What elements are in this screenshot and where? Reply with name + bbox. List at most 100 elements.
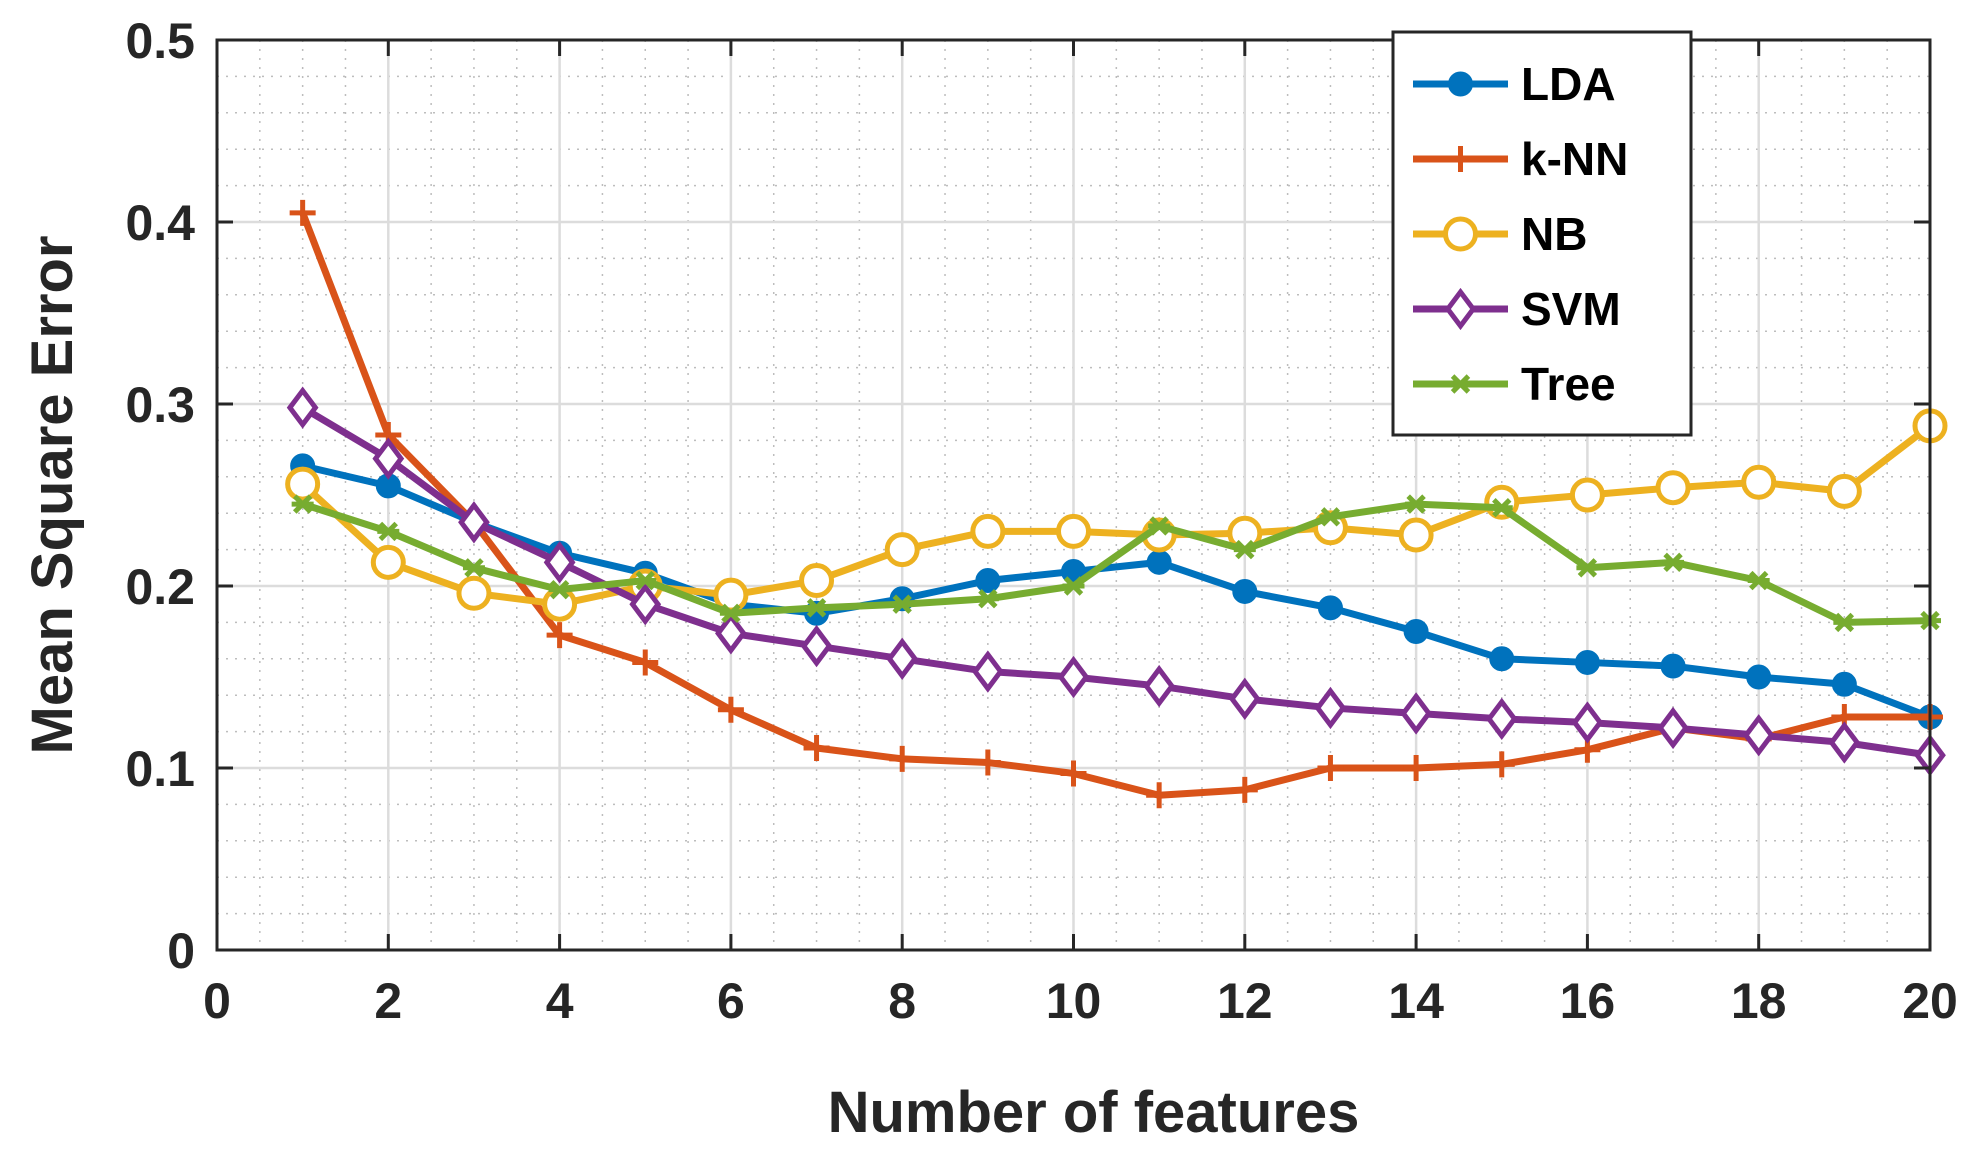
data-point-nb bbox=[285, 466, 321, 502]
y-tick-label: 0.1 bbox=[125, 741, 195, 797]
x-tick-label: 16 bbox=[1560, 973, 1616, 1029]
data-point-nb bbox=[799, 563, 835, 599]
data-point-k-nn bbox=[1146, 782, 1173, 809]
data-point-k-nn bbox=[1060, 760, 1087, 787]
data-point-tree bbox=[1576, 558, 1599, 578]
data-point-tree bbox=[1062, 576, 1085, 596]
data-point-svm bbox=[1571, 701, 1604, 744]
x-tick-label: 2 bbox=[374, 973, 402, 1029]
data-point-legend-k-nn bbox=[1447, 146, 1474, 172]
data-point-svm bbox=[1828, 721, 1861, 764]
data-point-svm bbox=[1485, 697, 1518, 741]
data-point-k-nn bbox=[546, 622, 573, 649]
legend-entry-lda: LDA bbox=[1413, 58, 1616, 110]
data-point-svm bbox=[1400, 692, 1432, 735]
data-point-lda bbox=[1660, 653, 1686, 679]
series-layer bbox=[285, 199, 1948, 809]
data-point-tree bbox=[891, 594, 914, 614]
legend-label-svm: SVM bbox=[1521, 283, 1621, 335]
data-point-tree bbox=[1233, 539, 1256, 560]
data-point-tree bbox=[548, 579, 571, 600]
legend-entry-nb: NB bbox=[1413, 208, 1587, 260]
data-point-nb bbox=[1569, 477, 1605, 513]
data-point-tree bbox=[1833, 612, 1856, 633]
data-point-lda bbox=[975, 568, 1001, 594]
series-svm bbox=[286, 386, 1946, 777]
series-line-lda bbox=[299, 462, 1934, 721]
data-point-lda bbox=[1746, 664, 1772, 690]
legend-label-tree: Tree bbox=[1521, 358, 1616, 410]
y-axis-label: Mean Square Error bbox=[20, 236, 85, 755]
data-point-svm bbox=[1314, 686, 1347, 730]
data-point-k-nn bbox=[889, 745, 916, 772]
series-line-tree bbox=[299, 500, 1934, 626]
data-point-legend-nb bbox=[1443, 216, 1478, 252]
x-tick-label: 14 bbox=[1388, 973, 1444, 1029]
data-point-k-nn bbox=[803, 734, 830, 761]
y-tick-label: 0.4 bbox=[125, 195, 195, 251]
x-tick-label: 10 bbox=[1046, 973, 1102, 1029]
data-point-svm bbox=[1657, 706, 1689, 750]
data-point-nb bbox=[1826, 473, 1862, 509]
series-line-k-nn bbox=[299, 209, 1934, 799]
x-tick-label: 6 bbox=[717, 973, 745, 1029]
data-point-nb bbox=[370, 544, 406, 580]
data-point-svm bbox=[629, 583, 662, 626]
data-point-tree bbox=[805, 598, 828, 618]
data-point-svm bbox=[800, 624, 833, 668]
data-point-svm bbox=[1143, 664, 1176, 708]
data-point-svm bbox=[1742, 714, 1775, 757]
data-point-tree bbox=[976, 589, 999, 609]
data-point-lda bbox=[1146, 549, 1172, 575]
data-point-nb bbox=[1741, 464, 1777, 500]
data-point-svm bbox=[886, 637, 919, 680]
y-tick-label: 0.2 bbox=[125, 559, 195, 615]
data-point-svm bbox=[715, 612, 747, 655]
data-point-tree bbox=[1662, 552, 1685, 573]
legend-label-lda: LDA bbox=[1521, 58, 1616, 110]
data-point-svm bbox=[372, 437, 405, 480]
x-tick-label: 8 bbox=[888, 973, 916, 1029]
x-tick-label: 0 bbox=[203, 973, 231, 1029]
data-point-tree bbox=[719, 603, 742, 623]
y-tick-labels: 0 0.1 0.2 0.3 0.4 0.5 bbox=[125, 13, 195, 979]
data-point-legend-lda bbox=[1448, 71, 1473, 97]
data-point-k-nn bbox=[1488, 751, 1515, 778]
data-point-lda bbox=[1232, 578, 1258, 604]
data-point-k-nn bbox=[1403, 755, 1430, 781]
data-point-k-nn bbox=[717, 696, 744, 723]
data-point-nb bbox=[884, 532, 920, 568]
data-point-k-nn bbox=[974, 749, 1001, 776]
data-point-lda bbox=[1489, 646, 1515, 672]
data-point-lda bbox=[1403, 619, 1429, 644]
x-tick-label: 20 bbox=[1902, 973, 1958, 1029]
data-point-tree bbox=[634, 570, 657, 591]
y-tick-label: 0.3 bbox=[125, 377, 195, 433]
data-point-svm bbox=[1057, 655, 1090, 699]
data-point-k-nn bbox=[632, 649, 659, 676]
data-point-nb bbox=[542, 586, 578, 622]
data-point-tree bbox=[291, 494, 314, 514]
y-tick-label: 0 bbox=[167, 923, 195, 979]
data-point-legend-svm bbox=[1444, 287, 1477, 331]
y-tick-label: 0.5 bbox=[125, 13, 195, 69]
x-tick-label: 12 bbox=[1217, 973, 1273, 1029]
data-point-svm bbox=[1228, 677, 1261, 721]
x-tick-labels: 0 2 4 6 8 10 12 14 16 18 20 bbox=[203, 973, 1958, 1029]
x-axis-label: Number of features bbox=[828, 1080, 1360, 1145]
data-point-nb bbox=[1398, 517, 1434, 553]
data-point-tree bbox=[1747, 570, 1770, 591]
data-point-svm bbox=[543, 541, 576, 584]
data-point-k-nn bbox=[1317, 755, 1344, 781]
data-point-k-nn bbox=[289, 199, 316, 226]
legend-label-k-nn: k-NN bbox=[1521, 133, 1628, 185]
legend-label-nb: NB bbox=[1521, 208, 1587, 260]
x-tick-label: 18 bbox=[1731, 973, 1787, 1029]
x-tick-label: 4 bbox=[546, 973, 574, 1029]
legend-entry-svm: SVM bbox=[1413, 283, 1621, 335]
legend-entry-k-nn: k-NN bbox=[1413, 133, 1628, 185]
data-point-legend-tree bbox=[1449, 374, 1472, 394]
data-point-tree bbox=[462, 558, 485, 578]
